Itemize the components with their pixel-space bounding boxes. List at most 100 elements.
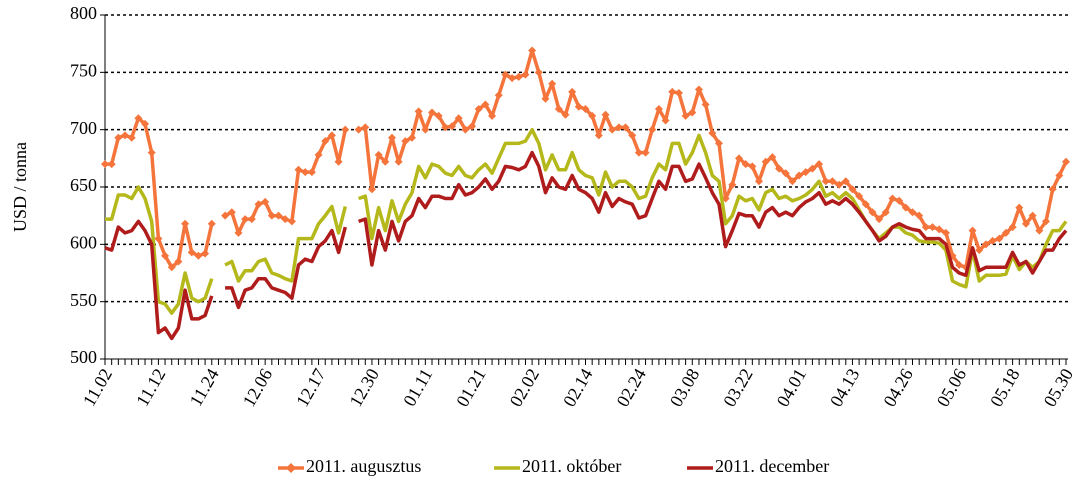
series-marker bbox=[414, 107, 423, 116]
x-tick-label: 03.22 bbox=[719, 365, 757, 410]
series-marker bbox=[768, 153, 777, 162]
x-tick-label: 05.06 bbox=[933, 365, 971, 410]
series-marker bbox=[301, 168, 310, 177]
series-marker bbox=[828, 177, 837, 186]
series-marker bbox=[227, 208, 236, 217]
legend-label: 2011. október bbox=[522, 456, 621, 476]
series-marker bbox=[1008, 223, 1017, 232]
series-marker bbox=[161, 251, 170, 260]
series-marker bbox=[1021, 219, 1030, 228]
series-marker bbox=[848, 185, 857, 194]
y-tick-label: 550 bbox=[70, 290, 97, 310]
series-marker bbox=[481, 100, 490, 109]
series-marker bbox=[141, 119, 150, 128]
series-marker bbox=[194, 251, 203, 260]
series-marker bbox=[1035, 226, 1044, 235]
series-marker bbox=[154, 234, 163, 243]
series-marker bbox=[714, 139, 723, 148]
x-tick-label: 12.30 bbox=[345, 365, 383, 410]
series-marker bbox=[881, 208, 890, 217]
series-marker bbox=[401, 137, 410, 146]
series-line bbox=[105, 127, 1068, 315]
y-tick-label: 500 bbox=[70, 347, 97, 367]
series-marker bbox=[374, 150, 383, 159]
series-marker bbox=[461, 125, 470, 134]
series-marker bbox=[908, 208, 917, 217]
series-marker bbox=[474, 105, 483, 114]
series-marker bbox=[207, 219, 216, 228]
series-marker bbox=[835, 180, 844, 189]
series-marker bbox=[761, 157, 770, 166]
series-marker bbox=[654, 105, 663, 114]
series-marker bbox=[1001, 228, 1010, 237]
series-marker bbox=[407, 133, 416, 142]
series-marker bbox=[801, 168, 810, 177]
series-marker bbox=[554, 105, 563, 114]
series-marker bbox=[548, 79, 557, 88]
series-marker bbox=[428, 108, 437, 117]
series-marker bbox=[514, 72, 523, 81]
series-marker bbox=[147, 148, 156, 157]
series-marker bbox=[187, 248, 196, 257]
series-marker bbox=[501, 70, 510, 79]
series-marker bbox=[488, 111, 497, 120]
series-marker bbox=[855, 192, 864, 201]
series-marker bbox=[988, 236, 997, 245]
series-marker bbox=[815, 160, 824, 169]
series-marker bbox=[681, 111, 690, 120]
legend-marker bbox=[286, 463, 296, 473]
series-marker bbox=[394, 157, 403, 166]
series-marker bbox=[254, 200, 263, 209]
series-marker bbox=[274, 211, 283, 220]
series-marker bbox=[281, 215, 290, 224]
series-marker bbox=[367, 185, 376, 194]
x-tick-label: 05.18 bbox=[986, 365, 1024, 410]
x-tick-label: 02.14 bbox=[559, 365, 597, 410]
legend-label: 2011. augusztus bbox=[306, 456, 421, 476]
series-marker bbox=[1041, 217, 1050, 226]
series-marker bbox=[734, 154, 743, 163]
series-marker bbox=[755, 177, 764, 186]
series-marker bbox=[781, 169, 790, 178]
y-tick-label: 650 bbox=[70, 175, 97, 195]
x-tick-label: 05.30 bbox=[1039, 365, 1073, 410]
x-tick-label: 12.06 bbox=[239, 365, 277, 410]
series-marker bbox=[121, 131, 130, 140]
series-marker bbox=[601, 110, 610, 119]
series-marker bbox=[808, 164, 817, 173]
series-marker bbox=[901, 203, 910, 212]
series-marker bbox=[935, 225, 944, 234]
x-tick-label: 04.13 bbox=[826, 365, 864, 410]
series-marker bbox=[421, 125, 430, 134]
x-tick-label: 11.12 bbox=[132, 365, 169, 410]
x-tick-label: 12.17 bbox=[292, 365, 330, 410]
series-marker bbox=[1055, 171, 1064, 180]
x-tick-label: 04.26 bbox=[879, 365, 917, 410]
series-marker bbox=[688, 108, 697, 117]
series-line bbox=[104, 150, 1068, 341]
series-marker bbox=[975, 246, 984, 255]
series-marker bbox=[888, 194, 897, 203]
series-marker bbox=[267, 211, 276, 220]
series-marker bbox=[661, 116, 670, 125]
series-marker bbox=[1028, 211, 1037, 220]
series-marker bbox=[294, 165, 303, 174]
series-marker bbox=[634, 148, 643, 157]
series-marker bbox=[201, 249, 210, 258]
series-marker bbox=[361, 123, 370, 132]
series-marker bbox=[841, 177, 850, 186]
series-marker bbox=[694, 85, 703, 94]
series-marker bbox=[341, 125, 350, 134]
series-marker bbox=[821, 177, 830, 186]
series-marker bbox=[1015, 203, 1024, 212]
series-marker bbox=[795, 171, 804, 180]
series-marker bbox=[955, 260, 964, 269]
series-marker bbox=[101, 160, 109, 169]
series-marker bbox=[995, 234, 1004, 243]
x-tick-label: 04.01 bbox=[773, 365, 811, 410]
series-marker bbox=[334, 157, 343, 166]
series-marker bbox=[868, 208, 877, 217]
x-tick-label: 11.02 bbox=[79, 365, 116, 410]
series-marker bbox=[981, 240, 990, 249]
